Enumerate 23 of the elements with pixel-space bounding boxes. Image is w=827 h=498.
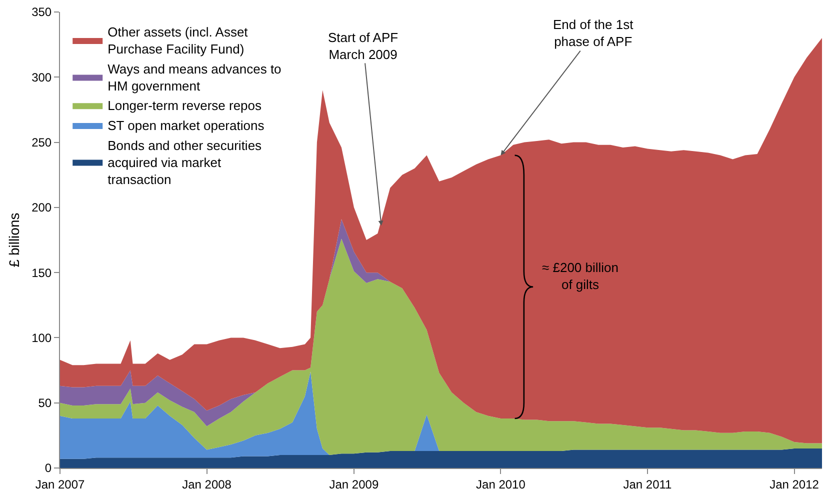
legend-label: Bonds and other securities acquired via market transaction bbox=[108, 138, 262, 187]
y-axis-title: £ billions bbox=[6, 212, 22, 268]
x-tick-label: Jan 2007 bbox=[35, 477, 86, 492]
y-tick-label: 300 bbox=[32, 70, 52, 84]
y-tick-label: 0 bbox=[44, 461, 52, 476]
annotation: End of the 1st phase of APF bbox=[553, 17, 634, 49]
annotation: ≈ £200 billion of gilts bbox=[542, 260, 619, 292]
legend-label: Longer-term reverse repos bbox=[108, 98, 262, 114]
y-tick-label: 150 bbox=[32, 266, 52, 280]
legend-label: Ways and means advances to HM government bbox=[108, 61, 282, 94]
y-tick-label: 200 bbox=[32, 200, 52, 215]
y-tick-label: 50 bbox=[38, 396, 52, 410]
x-tick-label: Jan 2012 bbox=[770, 477, 820, 492]
annotation: Start of APF March 2009 bbox=[328, 30, 398, 62]
y-tick-label: 350 bbox=[32, 5, 52, 20]
x-tick-label: Jan 2011 bbox=[623, 477, 672, 492]
x-tick-label: Jan 2008 bbox=[182, 477, 232, 492]
x-tick-label: Jan 2010 bbox=[476, 477, 526, 492]
y-tick-label: 250 bbox=[32, 135, 52, 150]
y-tick-label: 100 bbox=[32, 330, 52, 345]
legend-label: ST open market operations bbox=[108, 118, 265, 134]
x-tick-label: Jan 2009 bbox=[329, 477, 379, 492]
legend-label: Other assets (incl. Asset Purchase Facility Fund) bbox=[108, 24, 248, 56]
